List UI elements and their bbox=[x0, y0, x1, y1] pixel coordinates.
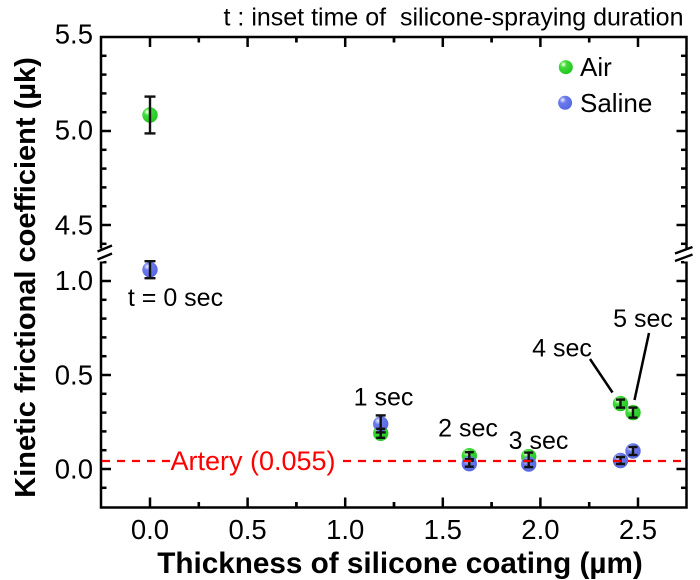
svg-text:Saline: Saline bbox=[580, 88, 652, 118]
svg-text:5 sec: 5 sec bbox=[613, 305, 673, 333]
svg-text:0.5: 0.5 bbox=[55, 360, 93, 391]
svg-text:5.0: 5.0 bbox=[55, 115, 93, 146]
svg-text:Kinetic frictional coefficient: Kinetic frictional coefficient (µk) bbox=[10, 57, 42, 498]
svg-text:2.0: 2.0 bbox=[521, 514, 559, 545]
svg-text:3 sec: 3 sec bbox=[509, 427, 569, 455]
svg-text:0.0: 0.0 bbox=[55, 454, 93, 485]
svg-text:Artery (0.055): Artery (0.055) bbox=[170, 446, 335, 476]
svg-text:Air: Air bbox=[580, 52, 612, 82]
svg-text:1 sec: 1 sec bbox=[354, 384, 414, 412]
svg-text:4 sec: 4 sec bbox=[532, 335, 592, 363]
svg-text:1.5: 1.5 bbox=[424, 514, 462, 545]
svg-text:2.5: 2.5 bbox=[619, 514, 657, 545]
svg-text:0.0: 0.0 bbox=[131, 514, 169, 545]
svg-text:t = 0 sec: t = 0 sec bbox=[128, 284, 223, 312]
svg-text:5.5: 5.5 bbox=[55, 19, 93, 50]
svg-text:2 sec: 2 sec bbox=[438, 415, 498, 443]
svg-text:1.0: 1.0 bbox=[326, 514, 364, 545]
svg-text:t : inset time of silicone-sp: t : inset time of silicone-spraying dura… bbox=[224, 4, 684, 32]
svg-text:Thickness of silicone coating: Thickness of silicone coating (µm) bbox=[157, 547, 643, 580]
svg-text:4.5: 4.5 bbox=[55, 210, 93, 241]
svg-text:1.0: 1.0 bbox=[55, 265, 93, 296]
svg-text:0.5: 0.5 bbox=[228, 514, 266, 545]
